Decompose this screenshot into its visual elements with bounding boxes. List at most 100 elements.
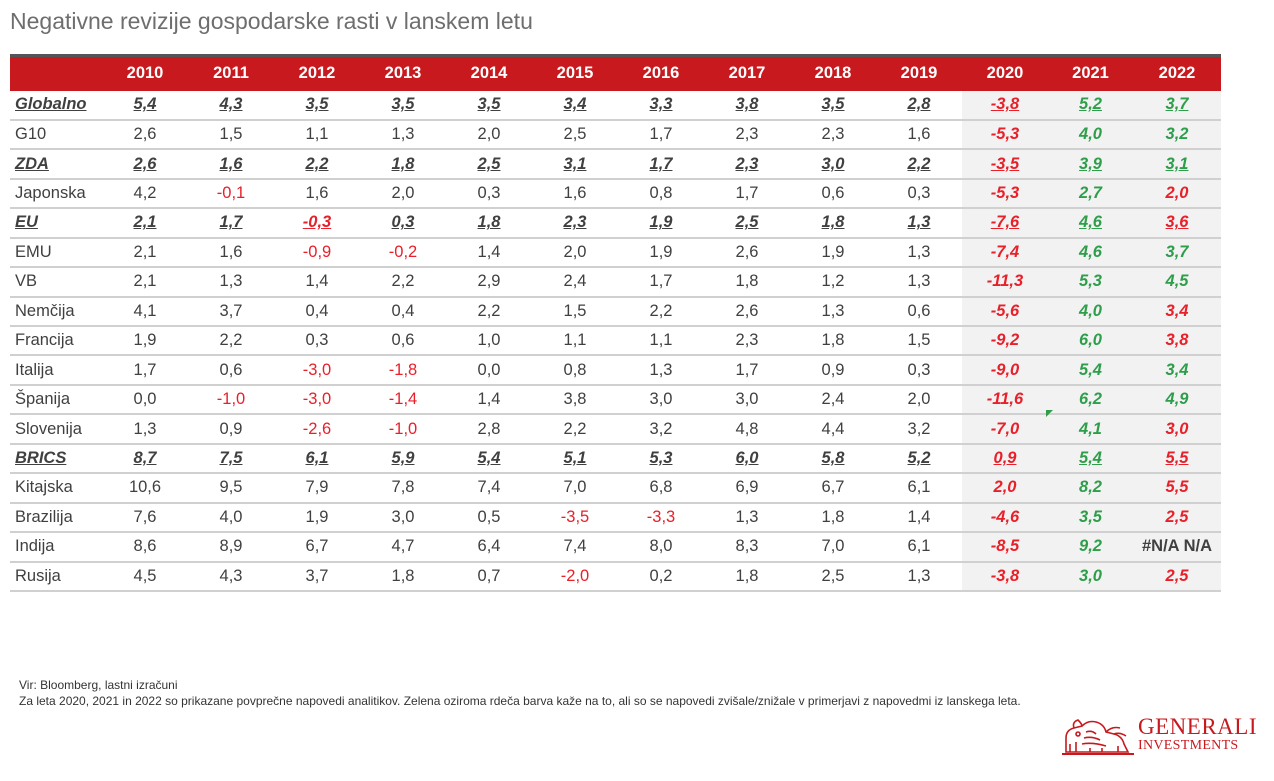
value-cell: 2,3 bbox=[704, 149, 790, 180]
value-cell: 5,9 bbox=[360, 443, 446, 475]
value-cell: 1,1 bbox=[618, 326, 704, 357]
value-cell: 1,0 bbox=[446, 326, 532, 357]
value-cell: 2,5 bbox=[532, 119, 618, 151]
value-cell: 3,0 bbox=[790, 149, 876, 180]
value-cell: 0,4 bbox=[274, 296, 360, 328]
value-cell: 1,4 bbox=[876, 502, 962, 534]
value-cell: 9,5 bbox=[188, 473, 274, 504]
value-cell: 6,1 bbox=[274, 443, 360, 475]
value-cell: 2,1 bbox=[102, 237, 188, 269]
value-cell: 3,2 bbox=[618, 414, 704, 445]
value-cell: 0,5 bbox=[446, 502, 532, 534]
row-label: VB bbox=[10, 267, 102, 298]
table-row: BRICS 8,7 7,5 6,1 5,9 5,4 5,1 5,3 6,0 5,8 5,2 0,9 5,… bbox=[10, 443, 1221, 475]
value-cell: 1,3 bbox=[876, 208, 962, 239]
value-cell: -1,0 bbox=[360, 414, 446, 445]
forecast-cell: 3,4 bbox=[1133, 296, 1221, 328]
value-cell: 6,1 bbox=[876, 532, 962, 563]
value-cell: 6,0 bbox=[704, 443, 790, 475]
header-year-2013: 2013 bbox=[360, 54, 446, 91]
header-year-2020: 2020 bbox=[962, 54, 1048, 91]
value-cell: 1,8 bbox=[360, 149, 446, 180]
value-cell: 2,9 bbox=[446, 267, 532, 298]
value-cell: -1,4 bbox=[360, 384, 446, 416]
header-year-2010: 2010 bbox=[102, 54, 188, 91]
row-label: Španija bbox=[10, 384, 102, 416]
value-cell: 1,3 bbox=[704, 502, 790, 534]
forecast-cell: 5,2 bbox=[1048, 90, 1133, 121]
footnote: Vir: Bloomberg, lastni izračuni Za leta … bbox=[19, 677, 1021, 709]
value-cell: 2,1 bbox=[102, 208, 188, 239]
forecast-cell: 3,5 bbox=[1048, 502, 1133, 534]
value-cell: 1,8 bbox=[790, 326, 876, 357]
value-cell: 7,8 bbox=[360, 473, 446, 504]
value-cell: -1,8 bbox=[360, 355, 446, 386]
forecast-cell: 9,2 bbox=[1048, 532, 1133, 563]
value-cell: 3,1 bbox=[532, 149, 618, 180]
value-cell: 1,8 bbox=[704, 561, 790, 592]
row-label: Nemčija bbox=[10, 296, 102, 328]
value-cell: 0,4 bbox=[360, 296, 446, 328]
forecast-cell: 0,9 bbox=[962, 443, 1048, 475]
value-cell: 4,0 bbox=[188, 502, 274, 534]
value-cell: 2,6 bbox=[704, 237, 790, 269]
header-year-2022: 2022 bbox=[1133, 54, 1221, 91]
value-cell: 5,1 bbox=[532, 443, 618, 475]
value-cell: 2,8 bbox=[876, 90, 962, 121]
value-cell: 5,3 bbox=[618, 443, 704, 475]
value-cell: 1,3 bbox=[618, 355, 704, 386]
value-cell: 2,2 bbox=[446, 296, 532, 328]
value-cell: 1,6 bbox=[876, 119, 962, 151]
table-row: EU 2,1 1,7 -0,3 0,3 1,8 2,3 1,9 2,5 1,8 1,3 -7,6 4,6… bbox=[10, 208, 1221, 239]
value-cell: 7,6 bbox=[102, 502, 188, 534]
forecast-cell: -11,6 bbox=[962, 384, 1048, 416]
value-cell: 1,7 bbox=[102, 355, 188, 386]
value-cell: 5,4 bbox=[446, 443, 532, 475]
forecast-cell: 3,1 bbox=[1133, 149, 1221, 180]
value-cell: 1,5 bbox=[188, 119, 274, 151]
value-cell: -3,0 bbox=[274, 355, 360, 386]
value-cell: 7,4 bbox=[446, 473, 532, 504]
value-cell: 1,9 bbox=[102, 326, 188, 357]
value-cell: 1,4 bbox=[274, 267, 360, 298]
forecast-cell: -4,6 bbox=[962, 502, 1048, 534]
source-text: Vir: Bloomberg, lastni izračuni bbox=[19, 678, 178, 692]
value-cell: 2,4 bbox=[532, 267, 618, 298]
value-cell: 1,8 bbox=[446, 208, 532, 239]
row-label: Slovenija bbox=[10, 414, 102, 445]
forecast-cell: -5,3 bbox=[962, 178, 1048, 210]
header-year-2018: 2018 bbox=[790, 54, 876, 91]
header-year-2016: 2016 bbox=[618, 54, 704, 91]
value-cell: 1,3 bbox=[188, 267, 274, 298]
value-cell: 6,8 bbox=[618, 473, 704, 504]
header-year-2014: 2014 bbox=[446, 54, 532, 91]
note-text: Za leta 2020, 2021 in 2022 so prikazane … bbox=[19, 694, 1021, 708]
forecast-cell: -8,5 bbox=[962, 532, 1048, 563]
value-cell: -2,0 bbox=[532, 561, 618, 592]
table-header-row: 2010 2011 2012 2013 2014 2015 2016 2017 2018 2019… bbox=[10, 54, 1221, 91]
value-cell: 2,8 bbox=[446, 414, 532, 445]
value-cell: 1,6 bbox=[188, 237, 274, 269]
forecast-cell: 4,0 bbox=[1048, 119, 1133, 151]
value-cell: 3,5 bbox=[360, 90, 446, 121]
forecast-cell: 3,7 bbox=[1133, 90, 1221, 121]
forecast-cell: 2,7 bbox=[1048, 178, 1133, 210]
value-cell: 0,8 bbox=[618, 178, 704, 210]
header-year-2015: 2015 bbox=[532, 54, 618, 91]
growth-table-container: 2010 2011 2012 2013 2014 2015 2016 2017 2018 2019… bbox=[10, 54, 1221, 592]
value-cell: 2,2 bbox=[876, 149, 962, 180]
value-cell: 4,3 bbox=[188, 90, 274, 121]
value-cell: 2,1 bbox=[102, 267, 188, 298]
value-cell: 1,7 bbox=[704, 178, 790, 210]
value-cell: 1,7 bbox=[188, 208, 274, 239]
value-cell: 1,7 bbox=[618, 119, 704, 151]
row-label: EMU bbox=[10, 237, 102, 269]
value-cell: -2,6 bbox=[274, 414, 360, 445]
value-cell: 6,1 bbox=[876, 473, 962, 504]
forecast-cell: 3,2 bbox=[1133, 119, 1221, 151]
value-cell: 0,6 bbox=[188, 355, 274, 386]
value-cell: 0,7 bbox=[446, 561, 532, 592]
value-cell: 4,3 bbox=[188, 561, 274, 592]
table-row: Globalno 5,4 4,3 3,5 3,5 3,5 3,4 3,3 3,8 3,5 2,8 -3… bbox=[10, 90, 1221, 121]
row-label: Indija bbox=[10, 532, 102, 563]
